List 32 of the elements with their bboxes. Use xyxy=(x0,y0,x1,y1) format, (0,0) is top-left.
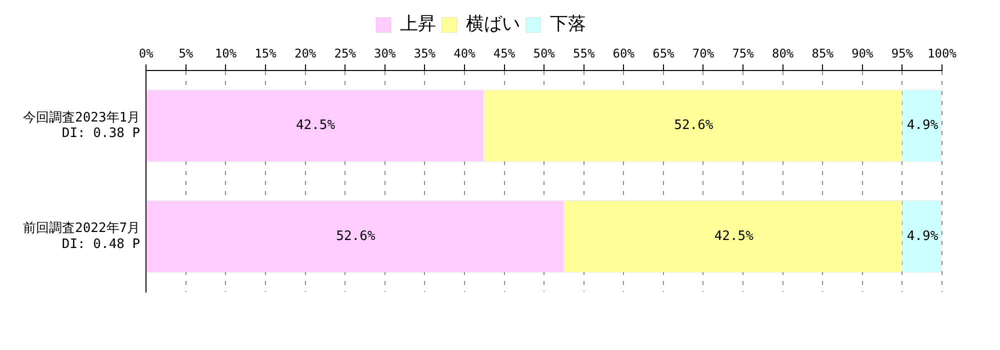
x-tick-label: 10% xyxy=(214,46,238,60)
x-tick-label: 35% xyxy=(414,46,436,60)
x-tick-label: 45% xyxy=(493,46,516,60)
x-tick-label: 0% xyxy=(138,46,154,60)
x-tick-label: 20% xyxy=(294,46,317,60)
data-label: 42.5% xyxy=(296,118,336,134)
legend-label: 上昇 xyxy=(400,14,436,35)
x-tick-label: 75% xyxy=(732,46,755,60)
x-tick-label: 5% xyxy=(178,46,194,60)
x-tick-label: 40% xyxy=(454,46,476,60)
data-label: 52.6% xyxy=(674,118,714,134)
legend-label: 横ばい xyxy=(466,14,520,35)
x-tick-label: 100% xyxy=(928,46,958,60)
x-tick-label: 55% xyxy=(573,46,596,60)
x-tick-label: 85% xyxy=(812,46,834,60)
y-tick-label: 前回調査2022年7月 DI: 0.48 P xyxy=(22,221,140,252)
x-tick-label: 90% xyxy=(852,46,874,60)
x-tick-label: 95% xyxy=(891,46,914,60)
x-tick-label: 25% xyxy=(334,46,357,60)
x-tick-label: 50% xyxy=(533,46,556,60)
x-tick-label: 60% xyxy=(612,46,636,60)
y-tick-label: 今回調査2023年1月 DI: 0.38 P xyxy=(22,110,140,141)
x-tick-label: 80% xyxy=(772,46,794,60)
data-label: 52.6% xyxy=(336,228,376,244)
data-label: 42.5% xyxy=(714,228,754,244)
x-tick-label: 65% xyxy=(652,46,676,60)
x-tick-label: 15% xyxy=(254,46,278,60)
x-tick-label: 30% xyxy=(374,46,396,60)
data-label: 4.9% xyxy=(906,118,938,134)
x-tick-label: 70% xyxy=(692,46,715,60)
data-label: 4.9% xyxy=(906,228,938,244)
legend-label: 下落 xyxy=(550,14,586,35)
